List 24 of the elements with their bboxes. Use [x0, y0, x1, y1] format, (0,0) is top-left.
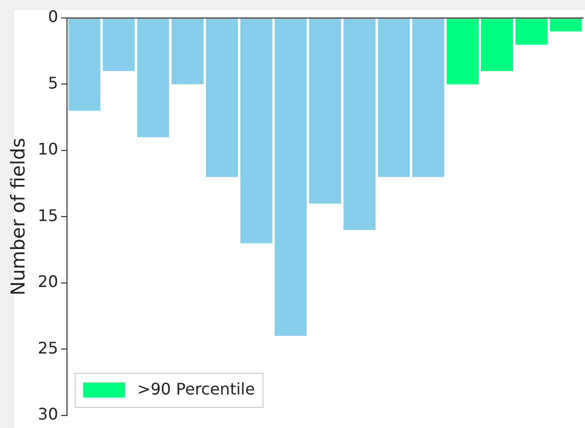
bar: [378, 18, 410, 177]
bar: [206, 18, 238, 177]
bar: [102, 18, 135, 71]
y-tick-label: 30: [38, 404, 58, 424]
y-axis-title: Number of fields: [7, 138, 30, 296]
y-tick-label: 15: [38, 206, 58, 225]
bar: [274, 18, 307, 336]
legend-label: >90 Percentile: [137, 380, 255, 399]
y-tick-label: 0: [48, 7, 58, 26]
bar: [172, 18, 204, 84]
bar: [481, 18, 514, 71]
bar: [550, 18, 582, 32]
y-tick-label: 25: [38, 338, 58, 358]
bar: [343, 18, 376, 230]
bar: [412, 18, 444, 177]
bar: [240, 18, 272, 244]
bar: [68, 18, 100, 111]
bar: [309, 18, 342, 204]
bar: [137, 18, 170, 138]
y-tick-label: 20: [38, 272, 58, 292]
bar: [446, 18, 479, 84]
y-tick-label: 5: [48, 73, 58, 92]
y-tick-label: 10: [38, 140, 58, 159]
bar: [515, 18, 548, 44]
